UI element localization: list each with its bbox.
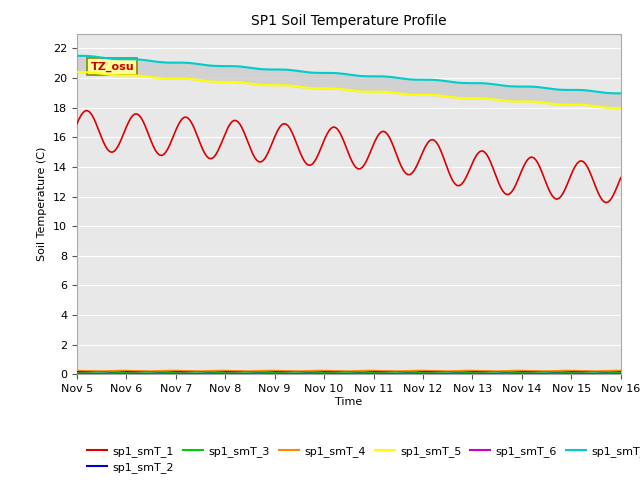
Legend: sp1_smT_1, sp1_smT_2, sp1_smT_3, sp1_smT_4, sp1_smT_5, sp1_smT_6, sp1_smT_7: sp1_smT_1, sp1_smT_2, sp1_smT_3, sp1_smT… <box>83 441 640 478</box>
X-axis label: Time: Time <box>335 397 362 407</box>
Y-axis label: Soil Temperature (C): Soil Temperature (C) <box>37 147 47 261</box>
Title: SP1 Soil Temperature Profile: SP1 Soil Temperature Profile <box>251 14 447 28</box>
Text: TZ_osu: TZ_osu <box>90 61 134 72</box>
